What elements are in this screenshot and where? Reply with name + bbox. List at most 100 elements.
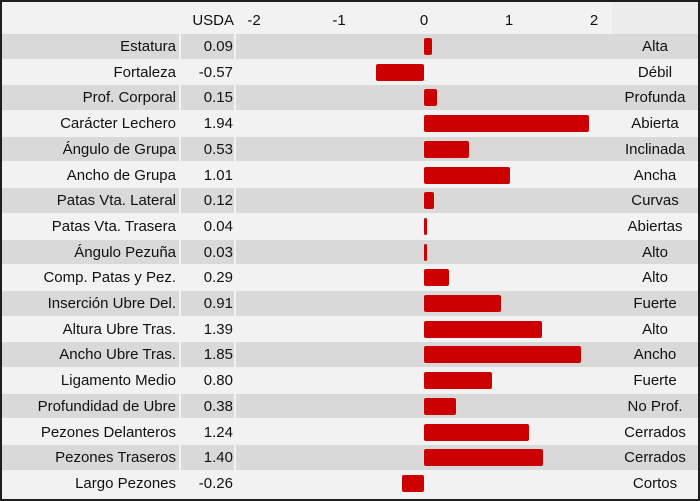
trait-value: -0.26 [198, 474, 233, 492]
x-tick-label: -2 [247, 12, 261, 29]
bar-area [236, 393, 612, 419]
trait-value: 0.15 [181, 85, 234, 111]
table-row: Prof. Corporal 0.15 Profunda [2, 85, 698, 111]
trait-name: Pezones Delanteros [40, 423, 176, 441]
trait-value: 0.04 [203, 217, 233, 235]
trait-bar [424, 38, 432, 55]
trait-bar [424, 217, 428, 235]
table-row: Inserción Ubre Del. 0.91 Fuerte [2, 291, 698, 317]
table-row: Comp. Patas y Pez. 0.29 Alto [2, 265, 698, 291]
trait-direction-label: Fuerte [612, 291, 698, 316]
trait-value: 1.40 [181, 445, 234, 470]
trait-value: -0.57 [198, 63, 233, 81]
table-row: Patas Vta. Lateral 0.12 Curvas [2, 188, 698, 214]
trait-name: Ligamento Medio [60, 372, 176, 390]
trait-name: Ángulo de Grupa [2, 136, 179, 162]
bar-area [236, 420, 612, 445]
trait-name: Ancho Ubre Tras. [2, 342, 179, 368]
trait-name: Comp. Patas y Pez. [43, 269, 176, 287]
bar-area [236, 291, 612, 316]
bar-area [236, 85, 612, 111]
trait-bar [401, 474, 424, 492]
bar-area [236, 163, 612, 188]
bar-area [236, 60, 612, 85]
trait-direction-label: Ancha [633, 166, 677, 184]
table-row: Carácter Lechero 1.94 Abierta [2, 111, 698, 137]
trait-direction-label: Abiertas [627, 217, 683, 235]
trait-bar [424, 89, 437, 107]
trait-name: Ángulo Pezuña [2, 239, 179, 265]
trait-name: Pezones Traseros [2, 445, 179, 470]
trait-value: 0.38 [181, 393, 234, 419]
trait-value: 1.24 [203, 423, 233, 441]
bar-area [236, 317, 612, 342]
table-row: Pezones Traseros 1.40 Cerrados [2, 445, 698, 471]
trait-bar [424, 115, 589, 133]
trait-direction-label: Abierta [631, 115, 679, 133]
trait-bar [424, 166, 510, 184]
table-row: Estatura 0.09 Alta [2, 34, 698, 60]
trait-direction-label: Cortos [632, 474, 678, 492]
trait-name: Estatura [2, 34, 179, 59]
trait-direction-label: Profunda [612, 85, 698, 111]
bar-area [236, 445, 612, 470]
trait-direction-label: Fuerte [633, 372, 677, 390]
trait-name: Altura Ubre Tras. [62, 320, 176, 338]
trait-value: 1.01 [203, 166, 233, 184]
trait-bar [424, 346, 582, 364]
trait-direction-label: Débil [637, 63, 673, 81]
bar-area [236, 342, 612, 368]
trait-value: 0.03 [181, 239, 234, 265]
trait-direction-label: Alto [642, 269, 668, 287]
bar-area [236, 111, 612, 136]
bar-area [236, 136, 612, 162]
trait-name: Inserción Ubre Del. [2, 291, 179, 316]
header-right-blank [612, 2, 698, 34]
trait-value: 1.85 [181, 342, 234, 368]
trait-bar [424, 423, 530, 441]
trait-bar [375, 63, 424, 81]
bar-area [236, 34, 612, 59]
trait-direction-label: Alto [612, 239, 698, 265]
bar-area [236, 214, 612, 239]
x-tick-label: 0 [419, 12, 429, 29]
trait-direction-label: Cerrados [624, 423, 686, 441]
bar-area [236, 368, 612, 393]
trait-direction-label: Cerrados [612, 445, 698, 470]
trait-value: 1.39 [203, 320, 233, 338]
trait-direction-label: Alto [642, 320, 668, 338]
trait-direction-label: Ancho [612, 342, 698, 368]
trait-bar [424, 269, 449, 287]
trait-direction-label: Curvas [612, 188, 698, 213]
x-tick-label: -1 [332, 12, 346, 29]
table-row: Ancho Ubre Tras. 1.85 Ancho [2, 342, 698, 368]
table-row: Ligamento Medio 0.80 Fuerte [2, 368, 698, 394]
bar-area [236, 188, 612, 213]
trait-value: 0.53 [181, 136, 234, 162]
table-row: Patas Vta. Trasera 0.04 Abiertas [2, 214, 698, 240]
trait-name: Largo Pezones [75, 474, 176, 492]
table-row: Ancho de Grupa 1.01 Ancha [2, 163, 698, 189]
trait-name: Patas Vta. Trasera [51, 217, 176, 235]
table-row: Ángulo de Grupa 0.53 Inclinada [2, 136, 698, 163]
trait-name: Carácter Lechero [60, 115, 176, 133]
table-row: Largo Pezones -0.26 Cortos [2, 471, 698, 497]
trait-direction-label: Alta [612, 34, 698, 59]
trait-value: 0.80 [203, 372, 233, 390]
x-tick-label: 2 [589, 12, 599, 29]
x-tick-label: 1 [504, 12, 514, 29]
bar-area [236, 239, 612, 265]
trait-name: Fortaleza [113, 63, 176, 81]
trait-bar [424, 320, 543, 338]
trait-direction-label: No Prof. [612, 393, 698, 419]
trait-bar [424, 243, 427, 261]
trait-name: Ancho de Grupa [66, 166, 176, 184]
table-row: Profundidad de Ubre 0.38 No Prof. [2, 393, 698, 420]
trait-value: 0.29 [203, 269, 233, 287]
bar-area [236, 471, 612, 496]
value-column-header: USDA [192, 12, 234, 29]
trait-bar [424, 372, 492, 390]
trait-bar [424, 449, 543, 467]
trait-bar [424, 295, 502, 312]
trait-value: 0.91 [181, 291, 234, 316]
